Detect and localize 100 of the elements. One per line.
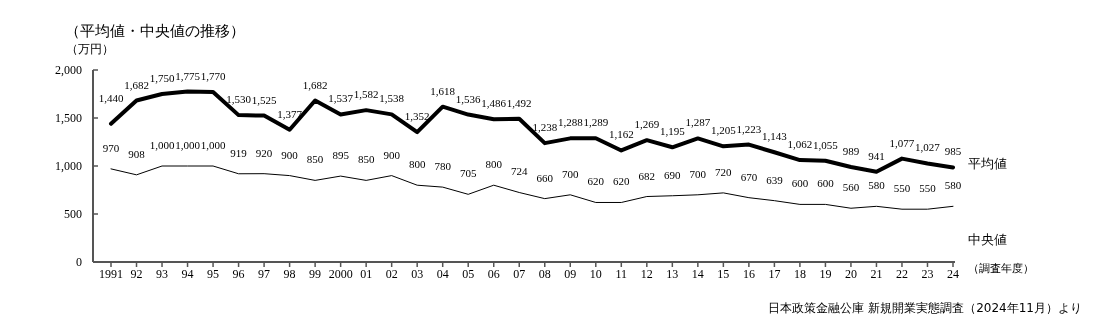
data-label: 1,077 bbox=[889, 136, 915, 149]
xtick: 10 bbox=[589, 267, 602, 281]
xtick: 92 bbox=[130, 267, 143, 281]
data-label: 1,538 bbox=[379, 92, 405, 105]
data-label: 941 bbox=[868, 149, 885, 162]
xtick: 05 bbox=[462, 267, 475, 281]
data-label: 895 bbox=[332, 149, 349, 162]
xtick: 11 bbox=[615, 267, 628, 281]
data-label: 580 bbox=[944, 179, 962, 192]
xtick: 1991 bbox=[99, 267, 123, 281]
data-label: 1,288 bbox=[557, 116, 583, 129]
xtick: 13 bbox=[666, 267, 679, 281]
data-label: 1,000 bbox=[200, 139, 226, 151]
data-label: 639 bbox=[766, 173, 783, 186]
title: （平均値・中央値の推移） bbox=[65, 23, 245, 39]
data-label: 1,492 bbox=[506, 96, 532, 109]
series-name: 平均値 bbox=[968, 156, 1007, 172]
annotation: 日本政策金融公庫 新規開業実態調査（2024年11月）より bbox=[768, 301, 1082, 315]
data-label: 1,162 bbox=[608, 128, 634, 141]
data-label: 550 bbox=[893, 182, 911, 195]
data-label: 800 bbox=[408, 158, 426, 171]
ylabel: （万円） bbox=[66, 42, 114, 56]
data-label: 900 bbox=[281, 148, 298, 161]
xtick: 18 bbox=[793, 267, 806, 281]
xtick: 96 bbox=[232, 267, 245, 281]
xtick: 15 bbox=[717, 267, 730, 281]
xtick: 01 bbox=[360, 267, 373, 281]
data-label: 780 bbox=[434, 160, 451, 173]
data-label: 620 bbox=[587, 175, 605, 188]
data-label: 1,486 bbox=[481, 97, 507, 110]
data-label: 1,618 bbox=[430, 84, 456, 97]
ytick: 1,000 bbox=[55, 159, 82, 173]
data-label: 724 bbox=[511, 165, 528, 178]
data-label: 1,287 bbox=[685, 116, 711, 129]
data-label: 850 bbox=[306, 153, 324, 166]
ytick: 0 bbox=[76, 255, 82, 269]
xtick: 20 bbox=[844, 267, 857, 281]
series-name: 中央値 bbox=[968, 232, 1007, 248]
data-label: 682 bbox=[638, 169, 656, 182]
data-label: 1,143 bbox=[762, 130, 787, 143]
data-label: 1,269 bbox=[634, 118, 660, 131]
data-label: 1,195 bbox=[659, 125, 685, 138]
data-label: 1,750 bbox=[149, 72, 175, 84]
xtick: 17 bbox=[768, 267, 781, 281]
ytick: 1,500 bbox=[55, 111, 82, 125]
data-label: 900 bbox=[383, 148, 400, 161]
xtick: 08 bbox=[538, 267, 551, 281]
data-label: 970 bbox=[102, 141, 120, 154]
data-label: 1,682 bbox=[302, 78, 328, 91]
xtick: 95 bbox=[207, 267, 220, 281]
data-label: 1,062 bbox=[787, 138, 813, 151]
xtick: 97 bbox=[258, 267, 271, 281]
data-label: 1,000 bbox=[149, 139, 175, 151]
data-label: 1,289 bbox=[583, 116, 609, 129]
data-label: 700 bbox=[689, 167, 707, 180]
data-label: 1,775 bbox=[175, 69, 200, 82]
data-label: 580 bbox=[868, 179, 885, 192]
xtick: 16 bbox=[742, 267, 755, 281]
data-label: 1,582 bbox=[353, 88, 379, 101]
data-label: 1,530 bbox=[226, 93, 251, 106]
data-label: 919 bbox=[230, 146, 247, 159]
data-label: 550 bbox=[919, 182, 936, 195]
xtick: 99 bbox=[309, 267, 322, 281]
data-label: 600 bbox=[817, 177, 834, 190]
xtick: 21 bbox=[870, 267, 883, 281]
data-label: 670 bbox=[740, 170, 758, 183]
xtick: 14 bbox=[691, 267, 704, 281]
ytick: 2,000 bbox=[55, 63, 82, 77]
data-label: 720 bbox=[715, 165, 732, 178]
data-label: 1,525 bbox=[251, 93, 277, 106]
data-label: 1,352 bbox=[404, 110, 430, 123]
xtick: 94 bbox=[181, 267, 194, 281]
data-label: 985 bbox=[944, 145, 962, 158]
xtick: 93 bbox=[156, 267, 169, 281]
data-label: 1,440 bbox=[98, 91, 124, 104]
data-label: 1,377 bbox=[277, 107, 302, 120]
data-label: 1,536 bbox=[455, 92, 481, 105]
data-label: 560 bbox=[842, 181, 860, 194]
data-label: 1,027 bbox=[915, 141, 940, 154]
xlabel: （調査年度） bbox=[968, 262, 1034, 274]
data-label: 908 bbox=[128, 147, 145, 160]
xtick: 04 bbox=[436, 267, 449, 281]
data-label: 989 bbox=[842, 145, 860, 158]
data-label: 660 bbox=[536, 171, 553, 184]
xtick: 22 bbox=[895, 267, 908, 281]
data-label: 920 bbox=[255, 146, 273, 159]
xtick: 24 bbox=[947, 267, 959, 281]
data-label: 600 bbox=[791, 177, 809, 190]
xtick: 19 bbox=[819, 267, 832, 281]
data-label: 700 bbox=[562, 167, 579, 180]
data-label: 1,055 bbox=[813, 138, 838, 151]
data-label: 1,223 bbox=[736, 122, 762, 135]
data-label: 705 bbox=[459, 167, 477, 180]
data-label: 1,682 bbox=[124, 78, 149, 91]
xtick: 06 bbox=[487, 267, 500, 281]
xtick: 03 bbox=[411, 267, 424, 281]
xtick: 98 bbox=[283, 267, 296, 281]
xtick: 07 bbox=[513, 267, 526, 281]
xtick: 09 bbox=[564, 267, 577, 281]
data-label: 620 bbox=[613, 175, 630, 188]
